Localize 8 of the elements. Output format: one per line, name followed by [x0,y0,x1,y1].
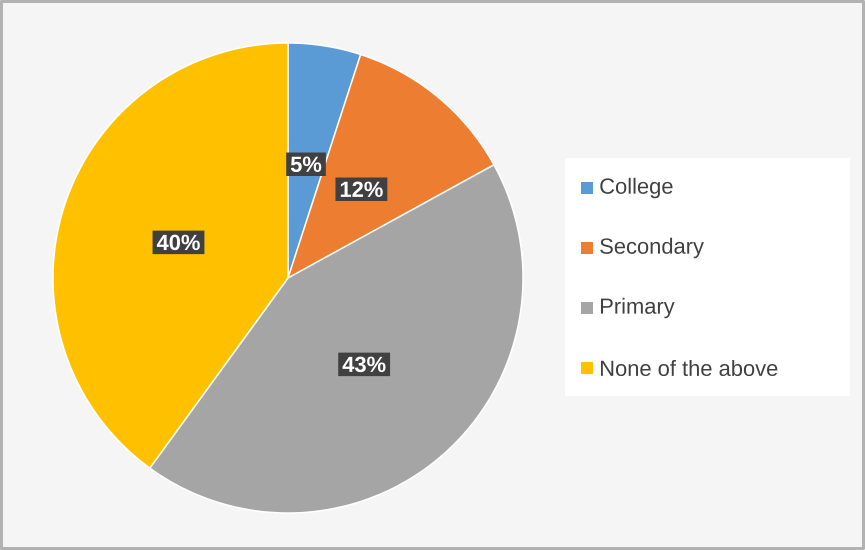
data-label: 43% [342,356,386,372]
data-label: 5% [290,156,322,172]
data-label: 12% [340,182,383,198]
legend-label: None of the above [601,360,778,376]
data-label: 40% [156,234,200,250]
legend-label: Primary [601,298,675,318]
legend-label: College [600,178,673,198]
legend-label: Secondary [600,238,704,258]
